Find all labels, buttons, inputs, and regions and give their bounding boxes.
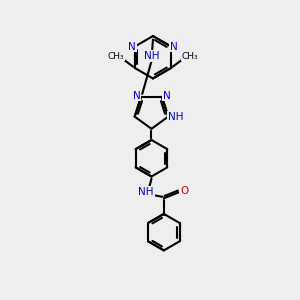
Text: N: N: [133, 91, 140, 101]
Text: N: N: [128, 42, 136, 52]
Text: N: N: [170, 42, 178, 52]
Text: NH: NH: [138, 187, 154, 197]
Text: CH₃: CH₃: [182, 52, 199, 61]
Text: N: N: [163, 91, 170, 101]
Text: CH₃: CH₃: [107, 52, 124, 61]
Text: O: O: [180, 186, 189, 196]
Text: NH: NH: [168, 112, 183, 122]
Text: NH: NH: [144, 51, 159, 61]
